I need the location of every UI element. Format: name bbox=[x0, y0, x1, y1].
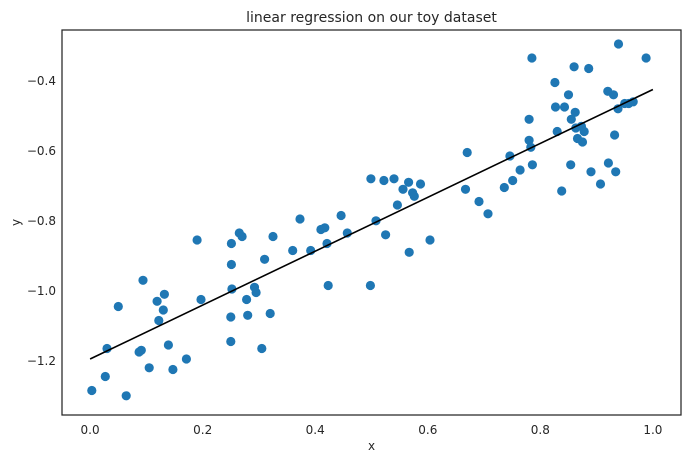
plot-frame bbox=[62, 30, 681, 415]
scatter-point bbox=[159, 289, 169, 299]
scatter-point bbox=[295, 214, 305, 224]
scatter-point bbox=[288, 245, 298, 256]
scatter-point bbox=[381, 230, 391, 240]
scatter-point bbox=[641, 53, 651, 63]
scatter-point bbox=[226, 312, 236, 322]
scatter-point bbox=[608, 90, 619, 100]
scatter-point bbox=[610, 130, 620, 140]
scatter-point bbox=[474, 196, 484, 207]
scatter-point bbox=[563, 90, 574, 100]
scatter-point bbox=[483, 209, 493, 219]
regression-line-layer bbox=[89, 88, 654, 360]
scatter-point bbox=[577, 137, 588, 147]
scatter-point bbox=[379, 175, 389, 186]
scatter-point bbox=[144, 363, 154, 373]
scatter-point bbox=[404, 247, 414, 257]
x-tick-label: 1.0 bbox=[643, 423, 662, 437]
scatter-point bbox=[550, 102, 561, 112]
scatter-point bbox=[242, 294, 252, 305]
scatter-point bbox=[87, 385, 97, 396]
regression-line bbox=[89, 88, 654, 360]
scatter-point bbox=[570, 107, 580, 117]
scatter-point bbox=[508, 175, 518, 186]
scatter-point bbox=[524, 114, 534, 124]
scatter-point bbox=[192, 235, 202, 245]
scatter-point bbox=[365, 280, 375, 291]
scatter-point bbox=[404, 177, 414, 187]
scatter-point bbox=[415, 179, 426, 189]
scatter-point bbox=[138, 275, 148, 285]
scatter-point bbox=[257, 343, 267, 354]
scatter-point bbox=[323, 280, 333, 291]
scatter-point bbox=[586, 167, 596, 177]
scatter-point bbox=[163, 340, 173, 350]
scatter-point bbox=[527, 160, 538, 170]
scatter-point bbox=[524, 135, 534, 145]
scatter-point bbox=[196, 294, 206, 305]
scatter-point bbox=[251, 287, 261, 298]
scatter-point bbox=[227, 284, 237, 294]
scatter-point bbox=[527, 53, 537, 63]
x-tick-label: 0.8 bbox=[531, 423, 550, 437]
scatter-point bbox=[613, 39, 624, 49]
y-tick-label: −1.0 bbox=[27, 284, 56, 298]
x-tick-label: 0.6 bbox=[418, 423, 437, 437]
scatter-point bbox=[595, 179, 606, 189]
scatter-point bbox=[409, 191, 419, 201]
scatter-point bbox=[366, 174, 376, 184]
x-tick-label: 0.0 bbox=[81, 423, 100, 437]
scatter-point bbox=[557, 186, 567, 196]
scatter-point bbox=[611, 167, 621, 177]
scatter-point bbox=[268, 231, 278, 242]
y-axis-ticks: −1.2 −1.0 −0.8 −0.6 −0.4 bbox=[27, 74, 56, 368]
scatter-point bbox=[265, 308, 275, 319]
scatter-point bbox=[260, 254, 270, 264]
x-tick-label: 0.4 bbox=[306, 423, 325, 437]
scatter-point bbox=[102, 343, 112, 354]
scatter-point bbox=[226, 259, 236, 270]
scatter-point bbox=[154, 315, 164, 326]
scatter-point bbox=[569, 62, 579, 72]
x-tick-label: 0.2 bbox=[193, 423, 212, 437]
y-tick-label: −0.4 bbox=[27, 74, 56, 88]
chart-title: linear regression on our toy dataset bbox=[246, 10, 497, 26]
scatter-point bbox=[100, 371, 110, 382]
scatter-point bbox=[566, 160, 576, 170]
scatter-point bbox=[566, 114, 576, 124]
y-axis-label: y bbox=[9, 219, 23, 226]
scatter-point bbox=[336, 210, 346, 221]
x-axis-label: x bbox=[368, 439, 375, 453]
scatter-point bbox=[168, 364, 178, 375]
scatter-point bbox=[462, 147, 472, 158]
scatter-point bbox=[584, 63, 594, 74]
scatter-point bbox=[237, 231, 247, 242]
scatter-point bbox=[460, 184, 471, 194]
x-axis-ticks: 0.0 0.2 0.4 0.6 0.8 1.0 bbox=[81, 423, 663, 437]
scatter-point bbox=[603, 158, 614, 168]
scatter-point bbox=[158, 305, 168, 315]
scatter-point bbox=[121, 391, 131, 401]
scatter-point bbox=[392, 200, 402, 210]
scatter-point bbox=[515, 165, 525, 175]
scatter-point bbox=[579, 126, 589, 137]
y-tick-label: −0.6 bbox=[27, 144, 56, 158]
scatter-point bbox=[226, 336, 236, 347]
scatter-point bbox=[243, 310, 253, 320]
scatter-point bbox=[559, 102, 570, 112]
scatter-point bbox=[398, 184, 408, 194]
scatter-point bbox=[152, 296, 162, 306]
scatter-point bbox=[226, 238, 236, 249]
scatter-point bbox=[550, 77, 560, 88]
y-tick-label: −0.8 bbox=[27, 214, 56, 228]
scatter-point bbox=[389, 174, 399, 184]
scatter-point bbox=[320, 223, 330, 233]
scatter-point bbox=[181, 354, 191, 364]
scatter-point bbox=[113, 301, 123, 312]
scatter-point bbox=[499, 182, 509, 193]
scatter-point bbox=[425, 235, 435, 245]
y-tick-label: −1.2 bbox=[27, 354, 56, 368]
plot-border bbox=[61, 29, 682, 416]
scatter-point bbox=[136, 345, 146, 355]
